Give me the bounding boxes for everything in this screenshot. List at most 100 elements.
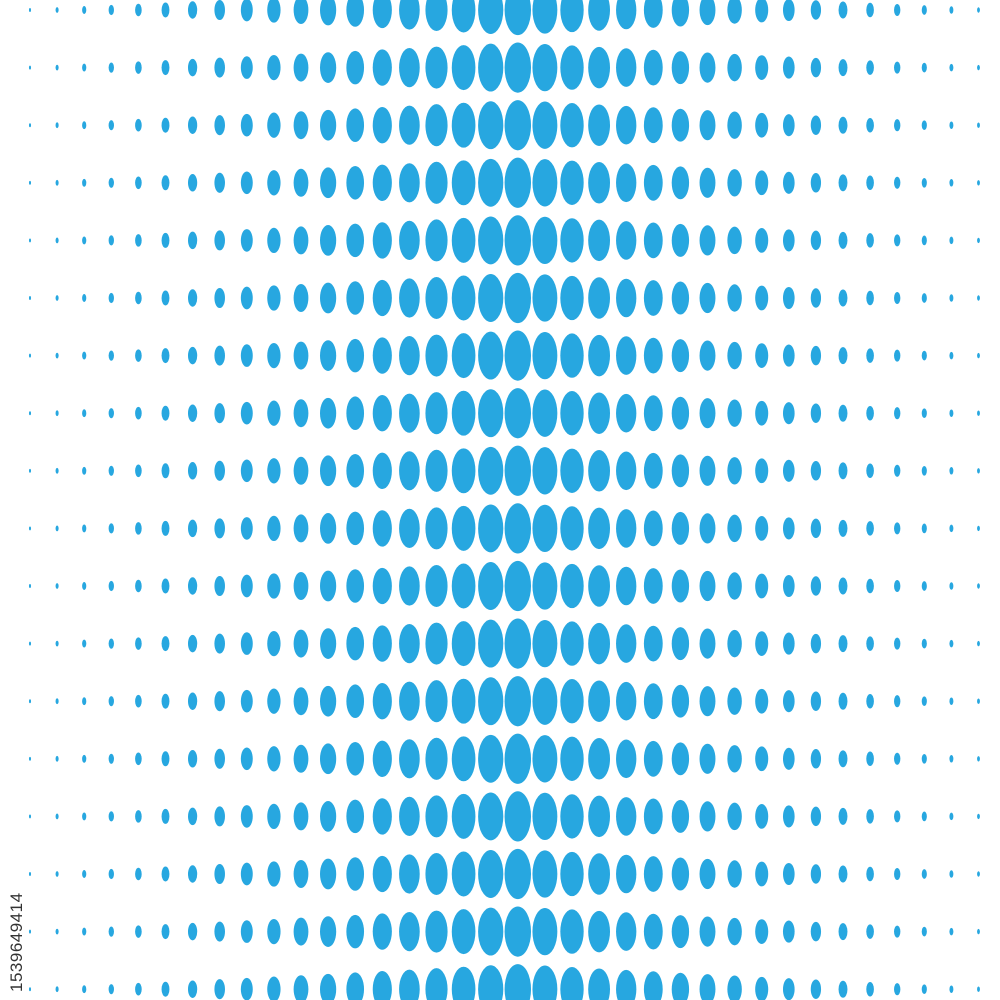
dot (866, 290, 874, 306)
dot (727, 514, 742, 543)
dot (188, 807, 198, 826)
dot (643, 798, 663, 835)
dot (643, 164, 663, 201)
dot (55, 179, 59, 186)
dot (810, 345, 822, 366)
dot (267, 976, 281, 1000)
dot (949, 870, 954, 878)
dot (782, 229, 795, 252)
dot (135, 464, 142, 478)
dot (977, 698, 980, 704)
dot (82, 582, 87, 590)
dot (240, 689, 253, 713)
dot (82, 812, 87, 821)
dot (866, 348, 874, 363)
dot (240, 920, 253, 943)
dot (894, 234, 901, 247)
dot (977, 64, 980, 71)
dot (532, 562, 558, 610)
dot (188, 462, 198, 480)
dot (188, 58, 198, 77)
dot (240, 56, 253, 79)
dot (161, 60, 170, 76)
dot (921, 465, 927, 476)
dot (267, 400, 281, 426)
dot (425, 0, 448, 32)
dot (399, 163, 420, 203)
dot (532, 216, 558, 265)
dot (560, 218, 584, 263)
dot (643, 107, 663, 144)
dot (267, 515, 281, 542)
dot (214, 748, 225, 769)
dot (425, 795, 448, 838)
dot (346, 281, 365, 315)
dot (699, 628, 716, 659)
dot (866, 924, 874, 939)
dot (399, 48, 420, 88)
dot (532, 907, 558, 956)
dot (838, 750, 848, 768)
dot (372, 798, 392, 835)
dot (346, 626, 365, 661)
dot (727, 0, 742, 24)
dot (372, 452, 392, 489)
dot (267, 861, 281, 887)
dot (616, 739, 637, 779)
dot (755, 746, 769, 772)
dot (977, 986, 980, 992)
dot (399, 336, 420, 376)
dot (838, 231, 848, 249)
dot (478, 101, 504, 150)
dot (267, 746, 281, 772)
dot (346, 799, 365, 834)
dot (161, 981, 170, 997)
dot (425, 334, 448, 377)
dot (188, 519, 198, 538)
dot (425, 104, 448, 147)
dot (643, 49, 663, 86)
dot (161, 578, 170, 594)
dot (293, 859, 309, 889)
dot (699, 686, 716, 717)
dot (346, 914, 365, 949)
dot (161, 751, 170, 767)
dot (399, 451, 420, 491)
dot (320, 340, 337, 371)
dot (478, 43, 504, 92)
dot (267, 688, 281, 714)
dot (293, 0, 309, 25)
dot (810, 576, 822, 596)
dot (560, 275, 584, 321)
dot (451, 505, 476, 551)
dot (478, 907, 504, 956)
dot (782, 56, 795, 79)
dot (838, 116, 848, 134)
dot (671, 627, 690, 661)
dot (643, 337, 663, 374)
dot (55, 467, 59, 474)
dot (451, 909, 476, 955)
dot (82, 121, 87, 130)
dot (504, 330, 532, 381)
dot (866, 751, 874, 767)
dot (727, 975, 742, 1000)
dot (161, 636, 170, 652)
dot (921, 869, 927, 879)
dot (451, 793, 476, 839)
dot (214, 863, 225, 885)
dot (82, 294, 87, 302)
dot (108, 120, 114, 131)
dot (921, 523, 927, 534)
dot (478, 216, 504, 265)
dot (810, 288, 822, 308)
dot (82, 466, 87, 475)
dot (320, 0, 337, 26)
dot (643, 280, 663, 316)
dot (838, 59, 848, 77)
dot (699, 916, 716, 947)
dot (894, 61, 901, 74)
dot (451, 851, 476, 897)
